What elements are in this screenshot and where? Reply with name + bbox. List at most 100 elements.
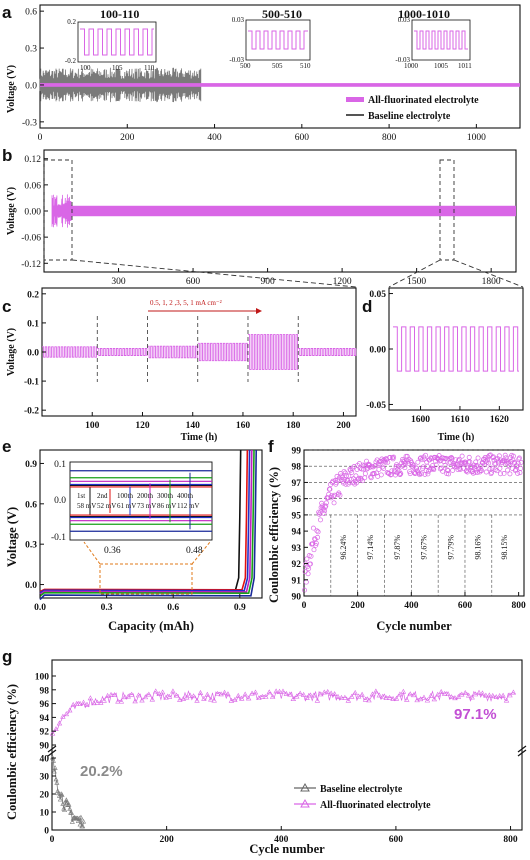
- panel-f: f Coulombic efficiency (%) 96.24% 97.14% 9…: [267, 437, 526, 633]
- point-g-fluor: [311, 692, 317, 698]
- ce-label-2: 97.87%: [393, 535, 402, 560]
- point-g-fluor: [496, 693, 503, 698]
- f-ytick-label-8: 98: [292, 463, 302, 473]
- zoom-box-e: [99, 563, 193, 595]
- point-g-fluor: [115, 698, 121, 704]
- point-f: [502, 452, 508, 458]
- point-f: [362, 475, 368, 481]
- point-f: [391, 454, 397, 460]
- g-xtick-label-4: 800: [503, 835, 518, 845]
- ylabel-f: Coulombic efficiency (%): [267, 467, 281, 603]
- b-ytick-label-4: 0.12: [24, 155, 41, 165]
- point-g-fluor: [507, 692, 513, 698]
- g-xtick-label-3: 600: [389, 835, 404, 845]
- c-xtick-label-5: 200: [336, 421, 351, 431]
- panel-label-g: g: [2, 647, 12, 666]
- ce-label-4: 97.79%: [447, 535, 456, 560]
- panel-e-series: [39, 449, 258, 601]
- f-xtick-label-0: 0: [302, 601, 307, 611]
- panel-d-ticks: 1600 1610 1620 -0.05 0.00 0.05: [366, 290, 509, 425]
- point-f: [518, 465, 524, 471]
- point-f: [331, 500, 337, 506]
- point-g-fluor: [232, 696, 238, 702]
- legend-a-swatch-fluor: [346, 97, 364, 102]
- point-g-fluor: [503, 697, 510, 703]
- annotation-c: 0.5, 1, 2 ,3, 5, 1 mA cm⁻²: [150, 299, 222, 307]
- point-g-fluor: [142, 694, 149, 700]
- point-f: [341, 469, 347, 474]
- series-c-segment-5: [298, 348, 357, 356]
- point-g-fluor: [128, 691, 135, 697]
- point-g-base: [81, 818, 87, 824]
- point-g-fluor: [60, 713, 66, 719]
- point-g-fluor: [404, 696, 410, 702]
- point-f: [382, 459, 388, 465]
- a-xtick-label-5: 1000: [467, 133, 486, 143]
- point-g-fluor: [314, 697, 321, 703]
- inset-e-mv-3: 73 mV: [137, 502, 156, 510]
- point-g-fluor: [307, 692, 314, 698]
- point-f: [325, 495, 331, 501]
- point-f: [304, 556, 310, 562]
- point-g-base: [57, 796, 63, 802]
- b-xtick-label-2: 900: [260, 277, 275, 287]
- point-f: [332, 492, 338, 498]
- point-g-fluor: [400, 688, 407, 694]
- f-xtick-label-2: 400: [404, 601, 419, 611]
- point-f: [313, 542, 319, 548]
- f-ytick-label-9: 99: [292, 447, 302, 457]
- series-a-fluor: [40, 83, 520, 87]
- legend-a-base: Baseline electrolyte: [368, 111, 451, 122]
- g-ytick-upper-label-4: 98: [40, 686, 50, 696]
- axis-break-right-2: [517, 749, 527, 757]
- a-xtick-label-3: 600: [295, 133, 310, 143]
- point-f: [308, 553, 314, 559]
- point-g-base: [75, 818, 81, 823]
- point-g-fluor: [280, 688, 286, 694]
- ylabel-a: Voltage (V): [6, 65, 17, 113]
- point-g-fluor: [287, 691, 293, 697]
- point-g-fluor: [380, 693, 386, 699]
- point-g-fluor: [221, 689, 228, 695]
- inset-a3: 1000-1010 0.03 -0.03 1000 1005 1011: [395, 7, 472, 70]
- b-xtick-label-1: 600: [186, 277, 201, 287]
- panel-a: a Voltage (V) 0 200 400 600 800 1000 -0.3 0.0 0.…: [2, 3, 521, 143]
- zoom-line-e-left: [83, 541, 101, 565]
- point-g-fluor: [67, 707, 73, 713]
- inset-a1-ybot: -0.2: [65, 57, 77, 65]
- point-f: [425, 471, 431, 477]
- panel-b: b Voltage (V) 300 600 900 1200 1500 1800 -0.12…: [2, 146, 524, 288]
- inset-e-mv-5: 112 mV: [177, 502, 200, 510]
- legend-a-fluor: All-fluorinated electrolyte: [368, 95, 479, 106]
- point-g-fluor: [335, 693, 341, 699]
- point-f: [432, 455, 438, 461]
- panel-b-series: [51, 194, 516, 228]
- g-ytick-upper-label-1: 92: [40, 728, 50, 738]
- point-g-fluor: [190, 693, 197, 699]
- ylabel-b: Voltage (V): [6, 187, 17, 235]
- point-g-fluor: [290, 696, 297, 701]
- point-g-fluor: [448, 694, 455, 700]
- point-f: [469, 469, 475, 475]
- point-f: [494, 468, 500, 474]
- point-f: [371, 471, 377, 477]
- point-g-fluor: [376, 692, 382, 698]
- zoom-line-b-d-right: [453, 259, 524, 288]
- point-f: [305, 571, 311, 577]
- series-g-base-line: [52, 757, 84, 827]
- point-f: [479, 468, 485, 473]
- point-f: [470, 468, 476, 474]
- point-f: [444, 471, 450, 477]
- legend-g-marker-fluor: [300, 798, 310, 808]
- a-ytick-label-1: 0.0: [25, 81, 37, 91]
- ce-label-5: 98.16%: [473, 535, 482, 560]
- b-ytick-label-3: 0.06: [24, 181, 41, 191]
- series-e-curve-3: [39, 449, 253, 596]
- a-xtick-label-4: 800: [382, 133, 397, 143]
- point-f: [321, 511, 327, 516]
- f-ytick-label-2: 92: [292, 560, 302, 570]
- point-g-base: [65, 802, 71, 808]
- ce-label-3: 97.67%: [420, 535, 429, 560]
- g-ytick-upper-label-0: 90: [40, 742, 50, 752]
- e-xtick-label-1: 0.3: [101, 603, 113, 613]
